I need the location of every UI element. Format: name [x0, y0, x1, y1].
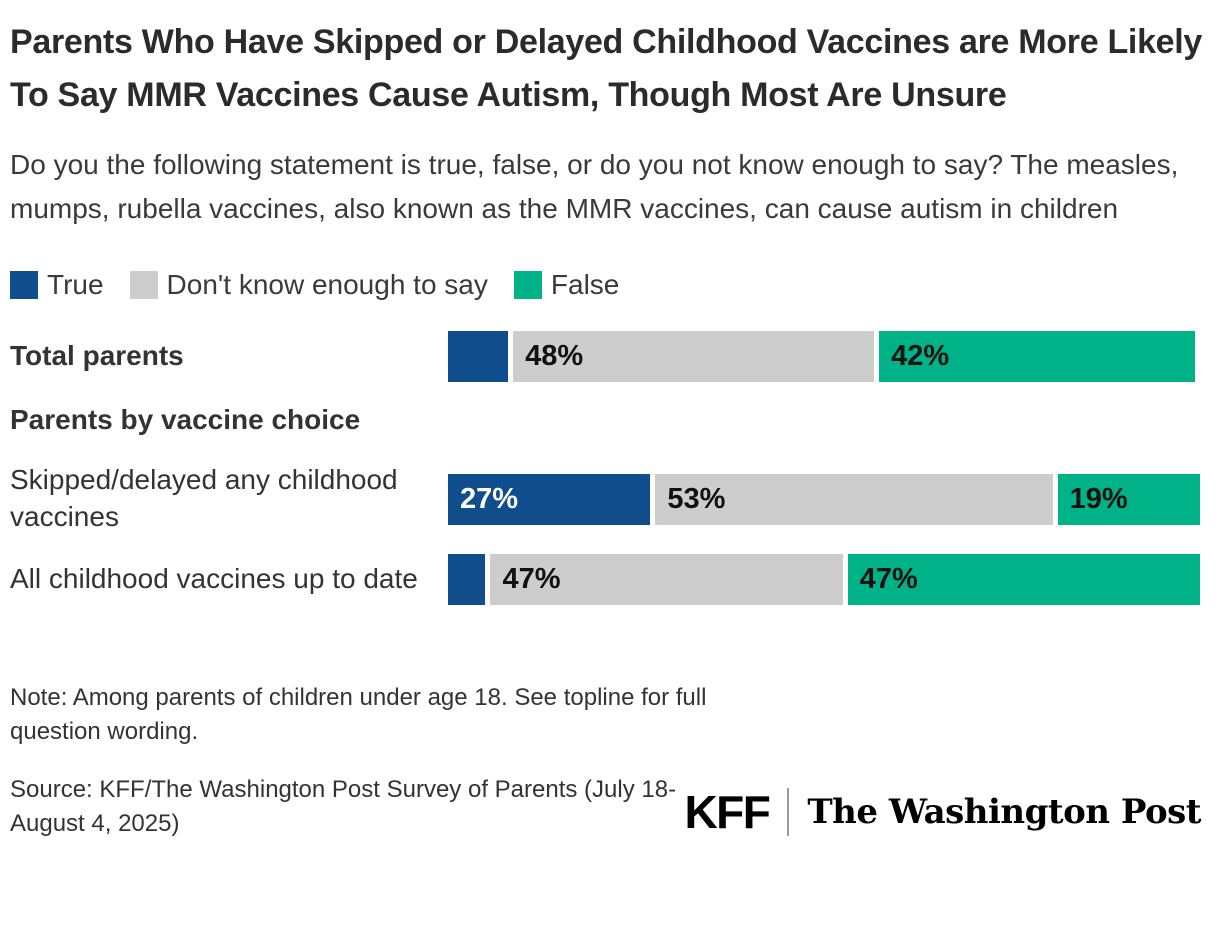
chart-container: Parents Who Have Skipped or Delayed Chil… — [10, 23, 1205, 841]
logos: KFF The Washington Post — [684, 785, 1205, 842]
bar-segment-dont-know: 53% — [655, 473, 1053, 525]
bar-value-label: 48% — [525, 340, 584, 373]
legend-swatch-true — [10, 271, 38, 300]
chart-source: Source: KFF/The Washington Post Survey o… — [10, 776, 677, 838]
row-label: Skipped/delayed any childhood vaccines — [10, 464, 398, 533]
bar-segment-dont-know: 47% — [490, 554, 843, 606]
bar-value-label: 27% — [460, 482, 519, 515]
legend-swatch-dont-know — [129, 271, 158, 300]
legend-item-dont-know: Don't know enough to say — [129, 269, 488, 301]
legend-item-true: True — [10, 269, 104, 301]
bar-value-label: 53% — [667, 482, 726, 515]
legend-label: False — [550, 269, 620, 301]
chart-row-total-parents: Total parents 48% 42% — [10, 331, 1205, 383]
row-label: Total parents — [10, 340, 184, 372]
legend-label: True — [47, 269, 104, 301]
page-title: Parents Who Have Skipped or Delayed Chil… — [10, 23, 1203, 114]
row-label: All childhood vaccines up to date — [10, 563, 418, 595]
stacked-bar: 48% 42% — [448, 331, 1200, 383]
bar-value-label: 42% — [891, 340, 950, 373]
logo-divider — [787, 787, 790, 836]
bar-segment-true: 27% — [448, 473, 651, 525]
stacked-bar: 27% 53% 19% — [448, 473, 1200, 525]
bar-chart: Total parents 48% 42% Parents by vaccine c… — [10, 331, 1205, 606]
bar-value-label: 47% — [502, 563, 561, 596]
section-header: Parents by vaccine choice — [10, 404, 361, 436]
bar-value-label: 47% — [859, 563, 918, 596]
stacked-bar: 47% 47% — [448, 554, 1200, 606]
legend: True Don't know enough to say False — [10, 269, 1205, 301]
bar-segment-false: 19% — [1057, 473, 1200, 525]
chart-row-all-up-to-date: All childhood vaccines up to date 47% 47% — [10, 554, 1205, 606]
chart-subtitle-question: Do you the following statement is true, … — [10, 149, 1179, 225]
chart-row-skipped-delayed: Skipped/delayed any childhood vaccines 27… — [10, 462, 1205, 536]
legend-label: Don't know enough to say — [166, 269, 488, 301]
bar-value-label: 19% — [1069, 482, 1128, 515]
washington-post-logo: The Washington Post — [807, 791, 1201, 832]
bar-segment-false: 42% — [879, 331, 1195, 383]
chart-note: Note: Among parents of children under ag… — [10, 684, 707, 746]
bar-segment-true — [448, 331, 509, 383]
legend-swatch-false — [513, 271, 542, 300]
bar-segment-true — [448, 554, 486, 606]
kff-logo: KFF — [684, 785, 770, 838]
bar-segment-false: 47% — [847, 554, 1200, 606]
chart-footer: Source: KFF/The Washington Post Survey o… — [10, 773, 1205, 841]
legend-item-false: False — [513, 269, 620, 301]
bar-segment-dont-know: 48% — [513, 331, 875, 383]
